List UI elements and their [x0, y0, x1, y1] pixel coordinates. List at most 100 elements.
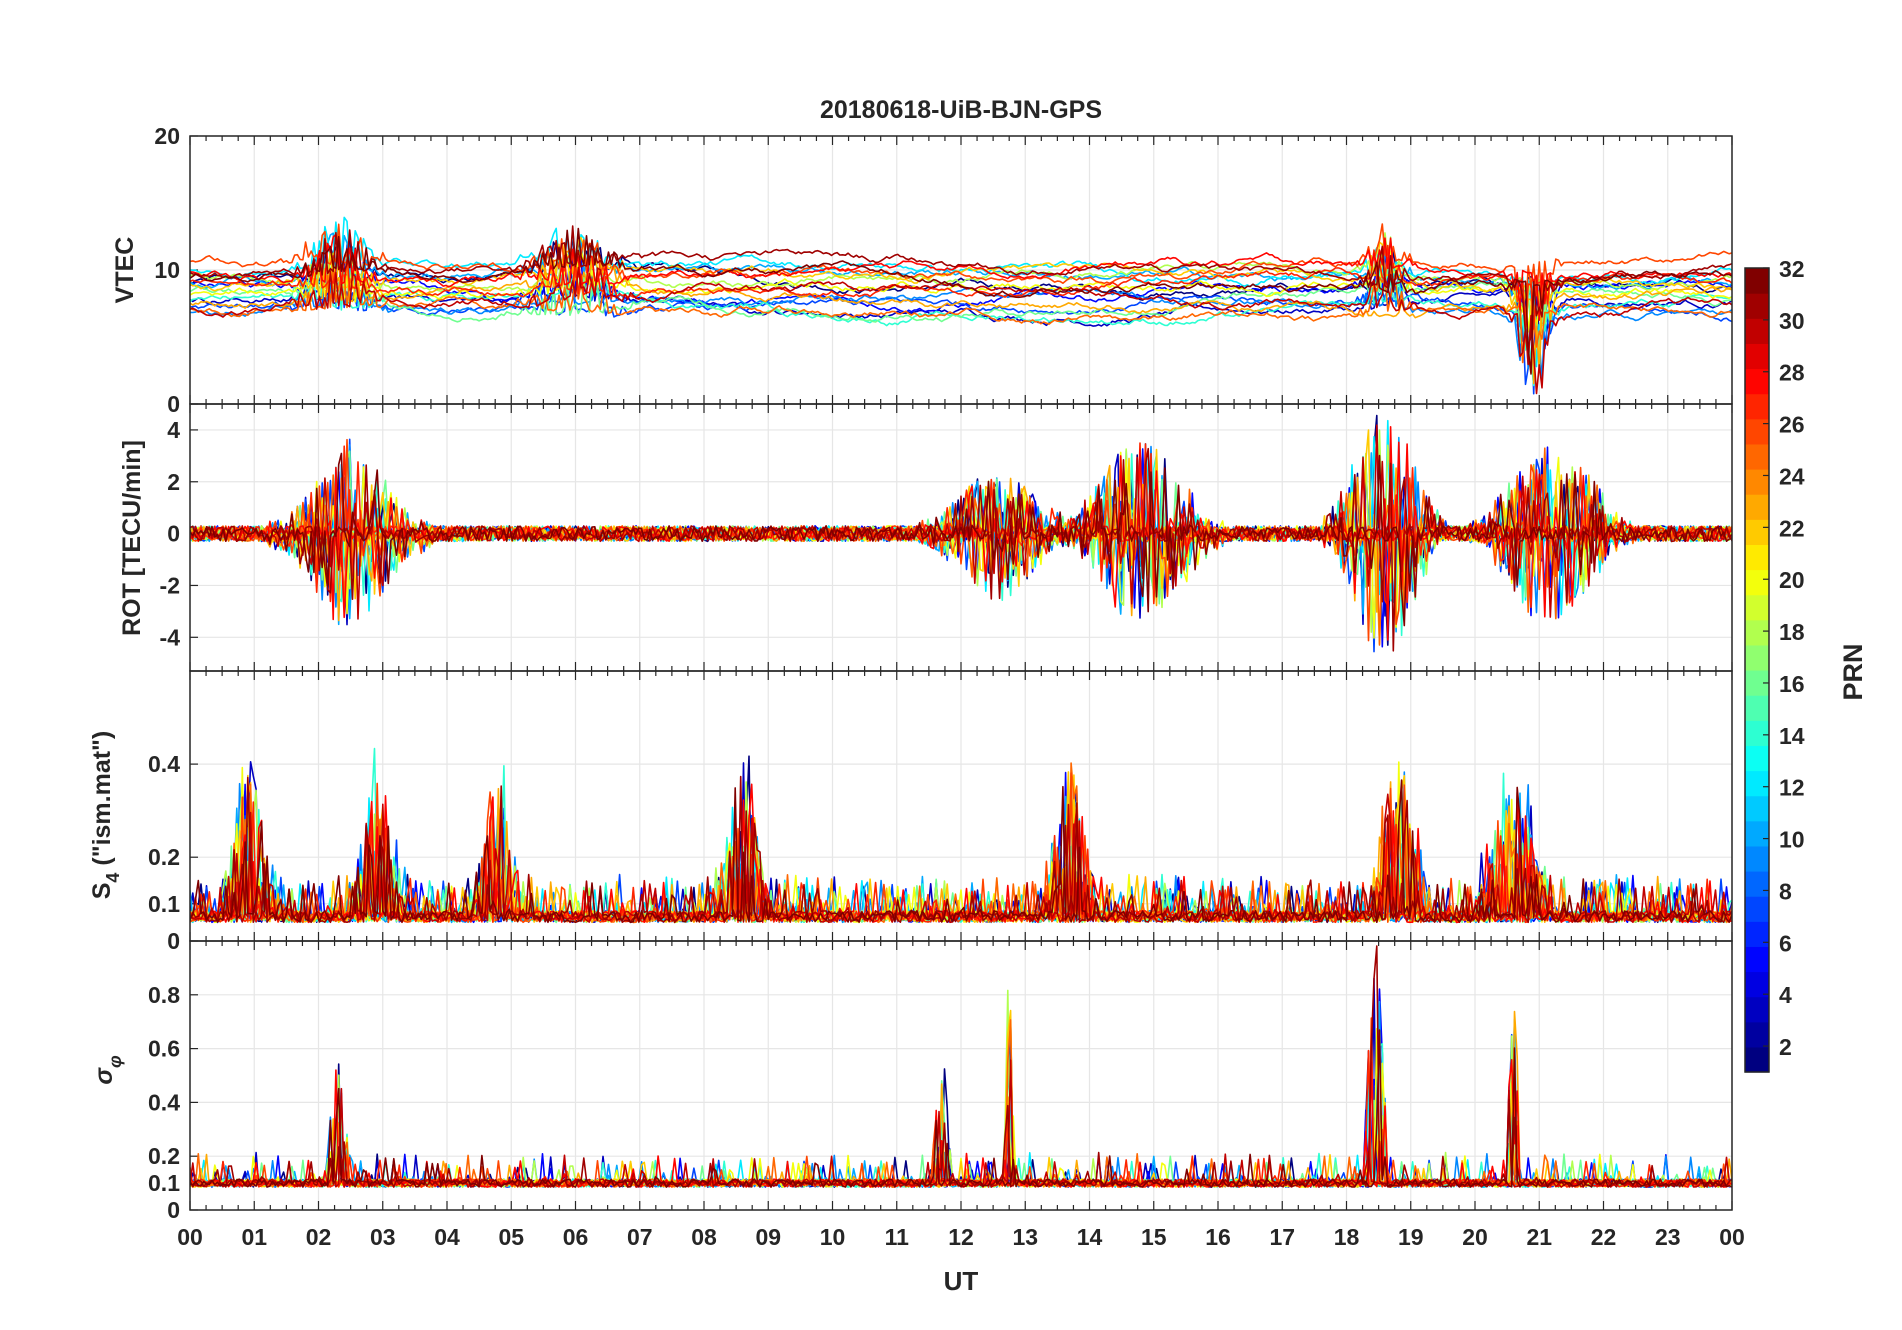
colorbar-segment	[1745, 268, 1769, 294]
colorbar-segment	[1745, 393, 1769, 420]
panel-s4: 0 0.1 0.2 0.4	[148, 670, 1733, 954]
ylabel-sigphi: σφ	[90, 1055, 125, 1085]
x-tick-label: 23	[1655, 1224, 1681, 1250]
y-tick-label: 0	[167, 928, 180, 954]
x-tick-label: 03	[370, 1224, 396, 1250]
colorbar-label: PRN	[1838, 643, 1868, 700]
y-tick-label: -2	[160, 572, 180, 598]
series-prn-27	[190, 243, 1732, 330]
x-tick-label: 10	[820, 1224, 846, 1250]
x-tick-label: 01	[241, 1224, 267, 1250]
x-tick-label: 21	[1526, 1224, 1552, 1250]
colorbar-tick-label: 10	[1779, 827, 1805, 853]
series-prn-9	[190, 259, 1732, 382]
colorbar-segment	[1745, 469, 1769, 495]
colorbar-segment	[1745, 971, 1769, 998]
series-prn-31	[190, 225, 1732, 348]
colorbar-segment	[1745, 443, 1769, 470]
x-tick-label: 09	[755, 1224, 781, 1250]
colorbar-tick-label: 30	[1779, 308, 1805, 334]
series-prn-32	[190, 779, 1732, 924]
ylabel-vtec: VTEC	[111, 237, 139, 304]
ylabel-rot: ROT [TECU/min]	[118, 440, 146, 636]
x-tick-label: 19	[1398, 1224, 1424, 1250]
panel-sigphi: 00.10.2 0.4 0.6 0.8	[148, 940, 1733, 1223]
colorbar-segment	[1745, 368, 1769, 395]
y-tick-label: 0.2	[148, 844, 180, 870]
series-prn-16	[190, 250, 1732, 334]
panel-vtec: 0 10 20	[154, 123, 1733, 417]
x-tick-label: 22	[1591, 1224, 1617, 1250]
series-prn-32	[190, 1029, 1732, 1188]
x-tick-label: 00	[1719, 1224, 1745, 1250]
colorbar-tick-label: 18	[1779, 619, 1805, 645]
colorbar-tick-label: 8	[1779, 878, 1792, 904]
y-tick-label: 0	[167, 521, 180, 547]
chart-title: 20180618-UiB-BJN-GPS	[820, 96, 1102, 124]
series-prn-30	[190, 266, 1732, 395]
colorbar-tick-label: 26	[1779, 412, 1805, 438]
y-tick-label: 10	[154, 257, 180, 283]
panel-rot: -4 -2 0 2 4	[160, 403, 1733, 672]
series-prn-3	[190, 258, 1732, 350]
colorbar-segment	[1745, 569, 1769, 596]
x-tick-label: 05	[498, 1224, 524, 1250]
colorbar-segment	[1745, 921, 1769, 947]
x-tick-label: 12	[948, 1224, 974, 1250]
colorbar-tick-label: 20	[1779, 567, 1805, 593]
colorbar-segment	[1745, 996, 1769, 1023]
colorbar-tick-label: 6	[1779, 930, 1792, 956]
colorbar-tick-label: 12	[1779, 775, 1805, 801]
x-tick-label: 08	[691, 1224, 717, 1250]
colorbar-segment	[1745, 594, 1769, 621]
series-prn-28	[190, 233, 1732, 322]
y-tick-label: 0.4	[148, 751, 180, 777]
y-tick-label: 0.2	[148, 1143, 180, 1169]
x-axis-label: UT	[944, 1266, 979, 1296]
colorbar-segment	[1745, 946, 1769, 973]
colorbar-segment	[1745, 745, 1769, 772]
series-group	[190, 945, 1732, 1188]
y-tick-label: 4	[167, 417, 180, 443]
series-prn-26	[190, 223, 1732, 320]
series-prn-22	[190, 236, 1732, 366]
colorbar-segment	[1745, 770, 1769, 797]
colorbar-segment	[1745, 1046, 1769, 1073]
colorbar-segment	[1745, 343, 1769, 370]
colorbar-segment	[1745, 519, 1769, 545]
colorbar-tick-label: 32	[1779, 256, 1805, 282]
colorbar-segment	[1745, 418, 1769, 445]
x-tick-label: 17	[1269, 1224, 1295, 1250]
colorbar-segment	[1745, 720, 1769, 746]
axes-frame	[189, 940, 1733, 1211]
y-tick-label: 0.6	[148, 1036, 180, 1062]
y-tick-label: 0	[167, 1197, 180, 1223]
colorbar-segment	[1745, 896, 1769, 922]
colorbar-segment	[1745, 871, 1769, 897]
colorbar-tick-label: 28	[1779, 360, 1805, 386]
series-prn-5	[190, 244, 1732, 374]
colorbar-segment	[1745, 845, 1769, 872]
y-tick-label: 0	[167, 391, 180, 417]
x-tick-label: 20	[1462, 1224, 1488, 1250]
x-tick-label: 15	[1141, 1224, 1167, 1250]
series-group	[190, 216, 1732, 395]
x-tick-label: 14	[1077, 1224, 1103, 1250]
colorbar-segment	[1745, 644, 1769, 671]
x-tick-label: 02	[306, 1224, 332, 1250]
ylabel-s4: S4 ("ism.mat")	[88, 731, 123, 900]
colorbar-segment	[1745, 619, 1769, 646]
colorbar-tick-label: 4	[1779, 982, 1792, 1008]
series-group	[190, 414, 1732, 653]
colorbar-tick-label: 24	[1779, 463, 1805, 489]
series-prn-30	[190, 793, 1732, 924]
series-prn-23	[190, 248, 1732, 385]
series-group	[190, 747, 1732, 924]
x-tick-label: 04	[434, 1224, 460, 1250]
colorbar-tick-label: 2	[1779, 1034, 1792, 1060]
series-prn-32	[190, 452, 1732, 627]
series-prn-20	[190, 248, 1732, 358]
colorbar-segment	[1745, 1021, 1769, 1048]
x-tick-label: 13	[1012, 1224, 1038, 1250]
